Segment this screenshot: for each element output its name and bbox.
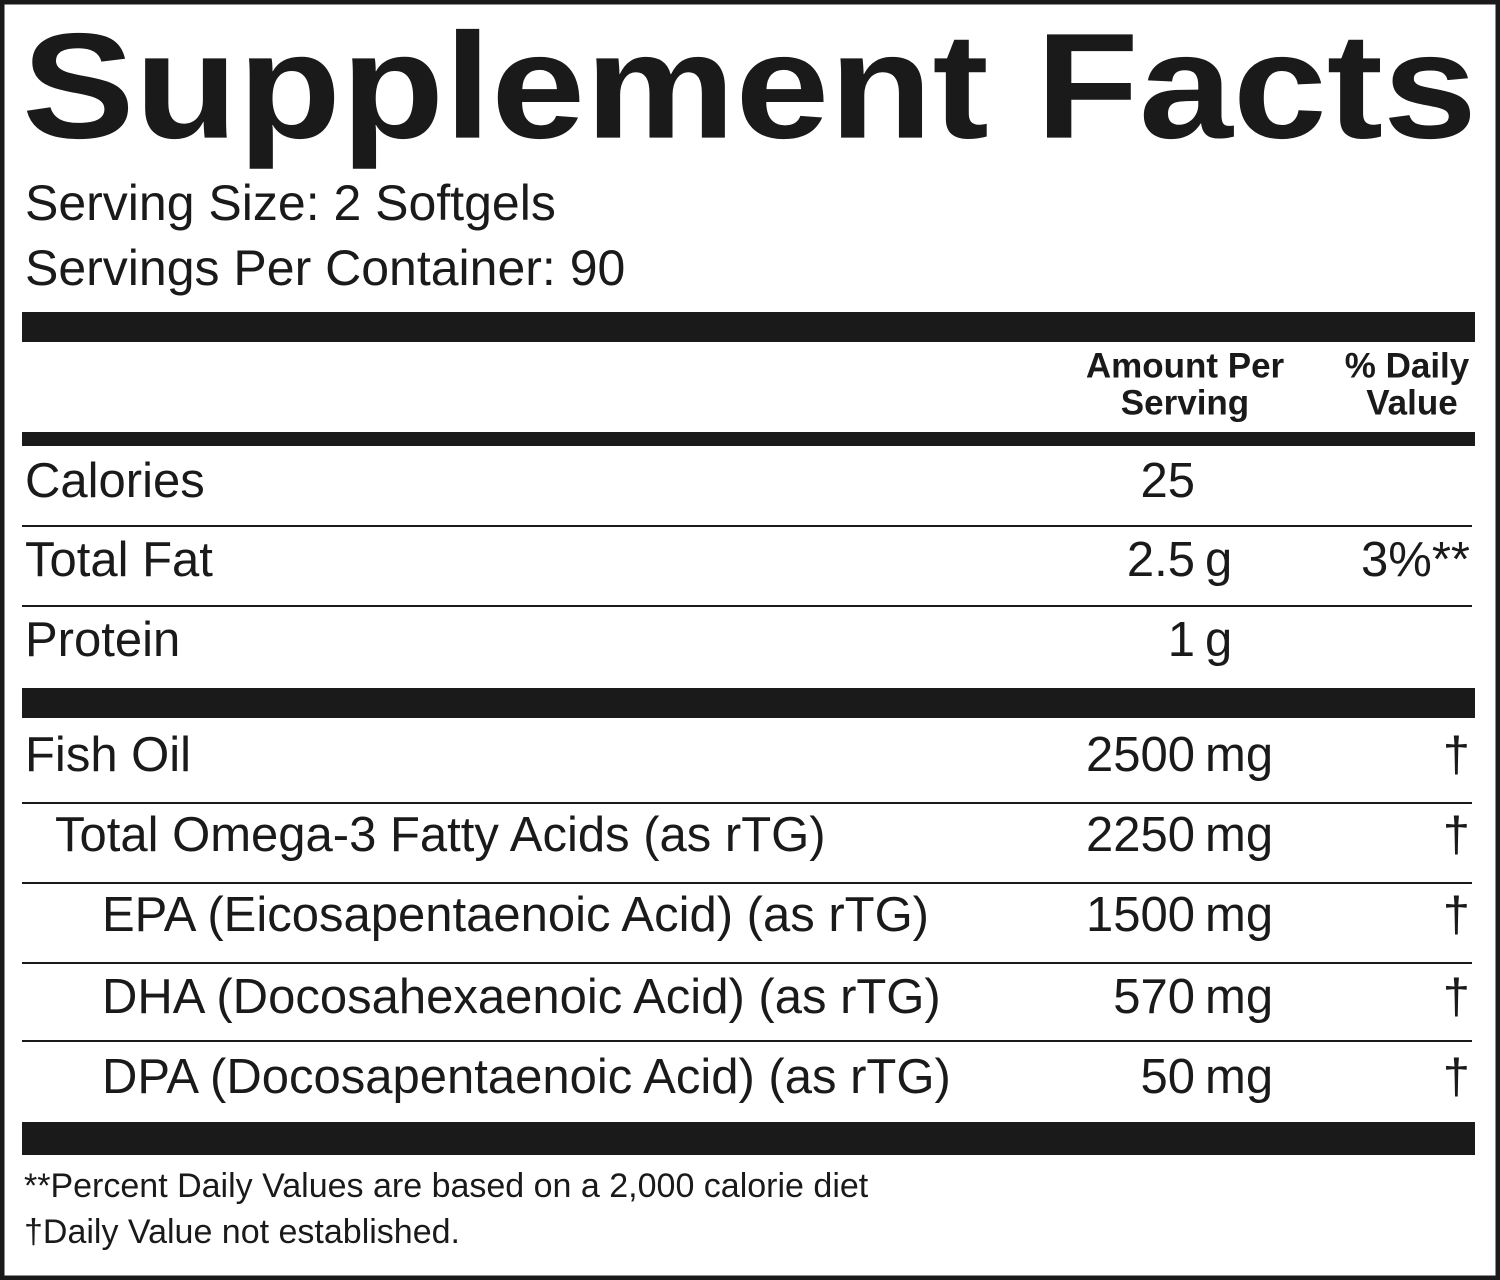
nutrient-name: Protein (25, 613, 180, 667)
amount: 1500 (1086, 888, 1195, 942)
amount: 25 (1140, 454, 1195, 508)
nutrient-name: Total Fat (25, 533, 213, 587)
amount-header: Amount Per (1086, 346, 1285, 385)
medium-rule (22, 432, 1475, 446)
footnote: **Percent Daily Values are based on a 2,… (24, 1167, 869, 1205)
amount: 50 (1140, 1050, 1195, 1104)
unit: mg (1205, 728, 1273, 782)
unit: g (1205, 533, 1232, 587)
servings-per-container: Servings Per Container: 90 (25, 240, 625, 296)
footnote: †Daily Value not established. (24, 1213, 460, 1251)
title: Supplement Facts (22, 2, 1477, 170)
nutrient-name: DPA (Docosapentaenoic Acid) (as rTG) (102, 1050, 951, 1104)
dv-header: Value (1366, 383, 1457, 422)
amount: 2500 (1086, 728, 1195, 782)
daily-value: † (1443, 888, 1470, 942)
thin-rule (22, 525, 1472, 527)
daily-value: 3%** (1361, 533, 1470, 587)
thin-rule (22, 962, 1472, 964)
unit: mg (1205, 808, 1273, 862)
daily-value: † (1443, 808, 1470, 862)
thick-rule (22, 688, 1475, 718)
amount: 2.5 (1127, 533, 1195, 587)
dv-header: % Daily (1345, 346, 1470, 385)
thin-rule (22, 605, 1472, 607)
daily-value: † (1443, 728, 1470, 782)
thin-rule (22, 802, 1472, 804)
nutrient-name: Calories (25, 454, 205, 508)
daily-value: † (1443, 1050, 1470, 1104)
unit: mg (1205, 970, 1273, 1024)
thin-rule (22, 1040, 1472, 1042)
unit: mg (1205, 1050, 1273, 1104)
unit: g (1205, 613, 1232, 667)
nutrient-name: Fish Oil (25, 728, 191, 782)
amount: 2250 (1086, 808, 1195, 862)
thin-rule (22, 882, 1472, 884)
thick-rule (22, 312, 1475, 342)
nutrient-name: Total Omega-3 Fatty Acids (as rTG) (55, 808, 826, 862)
nutrient-name: EPA (Eicosapentaenoic Acid) (as rTG) (102, 888, 929, 942)
thick-rule (22, 1122, 1475, 1155)
amount: 1 (1168, 613, 1195, 667)
nutrient-name: DHA (Docosahexaenoic Acid) (as rTG) (102, 970, 941, 1024)
unit: mg (1205, 888, 1273, 942)
serving-size: Serving Size: 2 Softgels (25, 175, 556, 231)
daily-value: † (1443, 970, 1470, 1024)
amount-header: Serving (1121, 383, 1249, 422)
amount: 570 (1113, 970, 1195, 1024)
